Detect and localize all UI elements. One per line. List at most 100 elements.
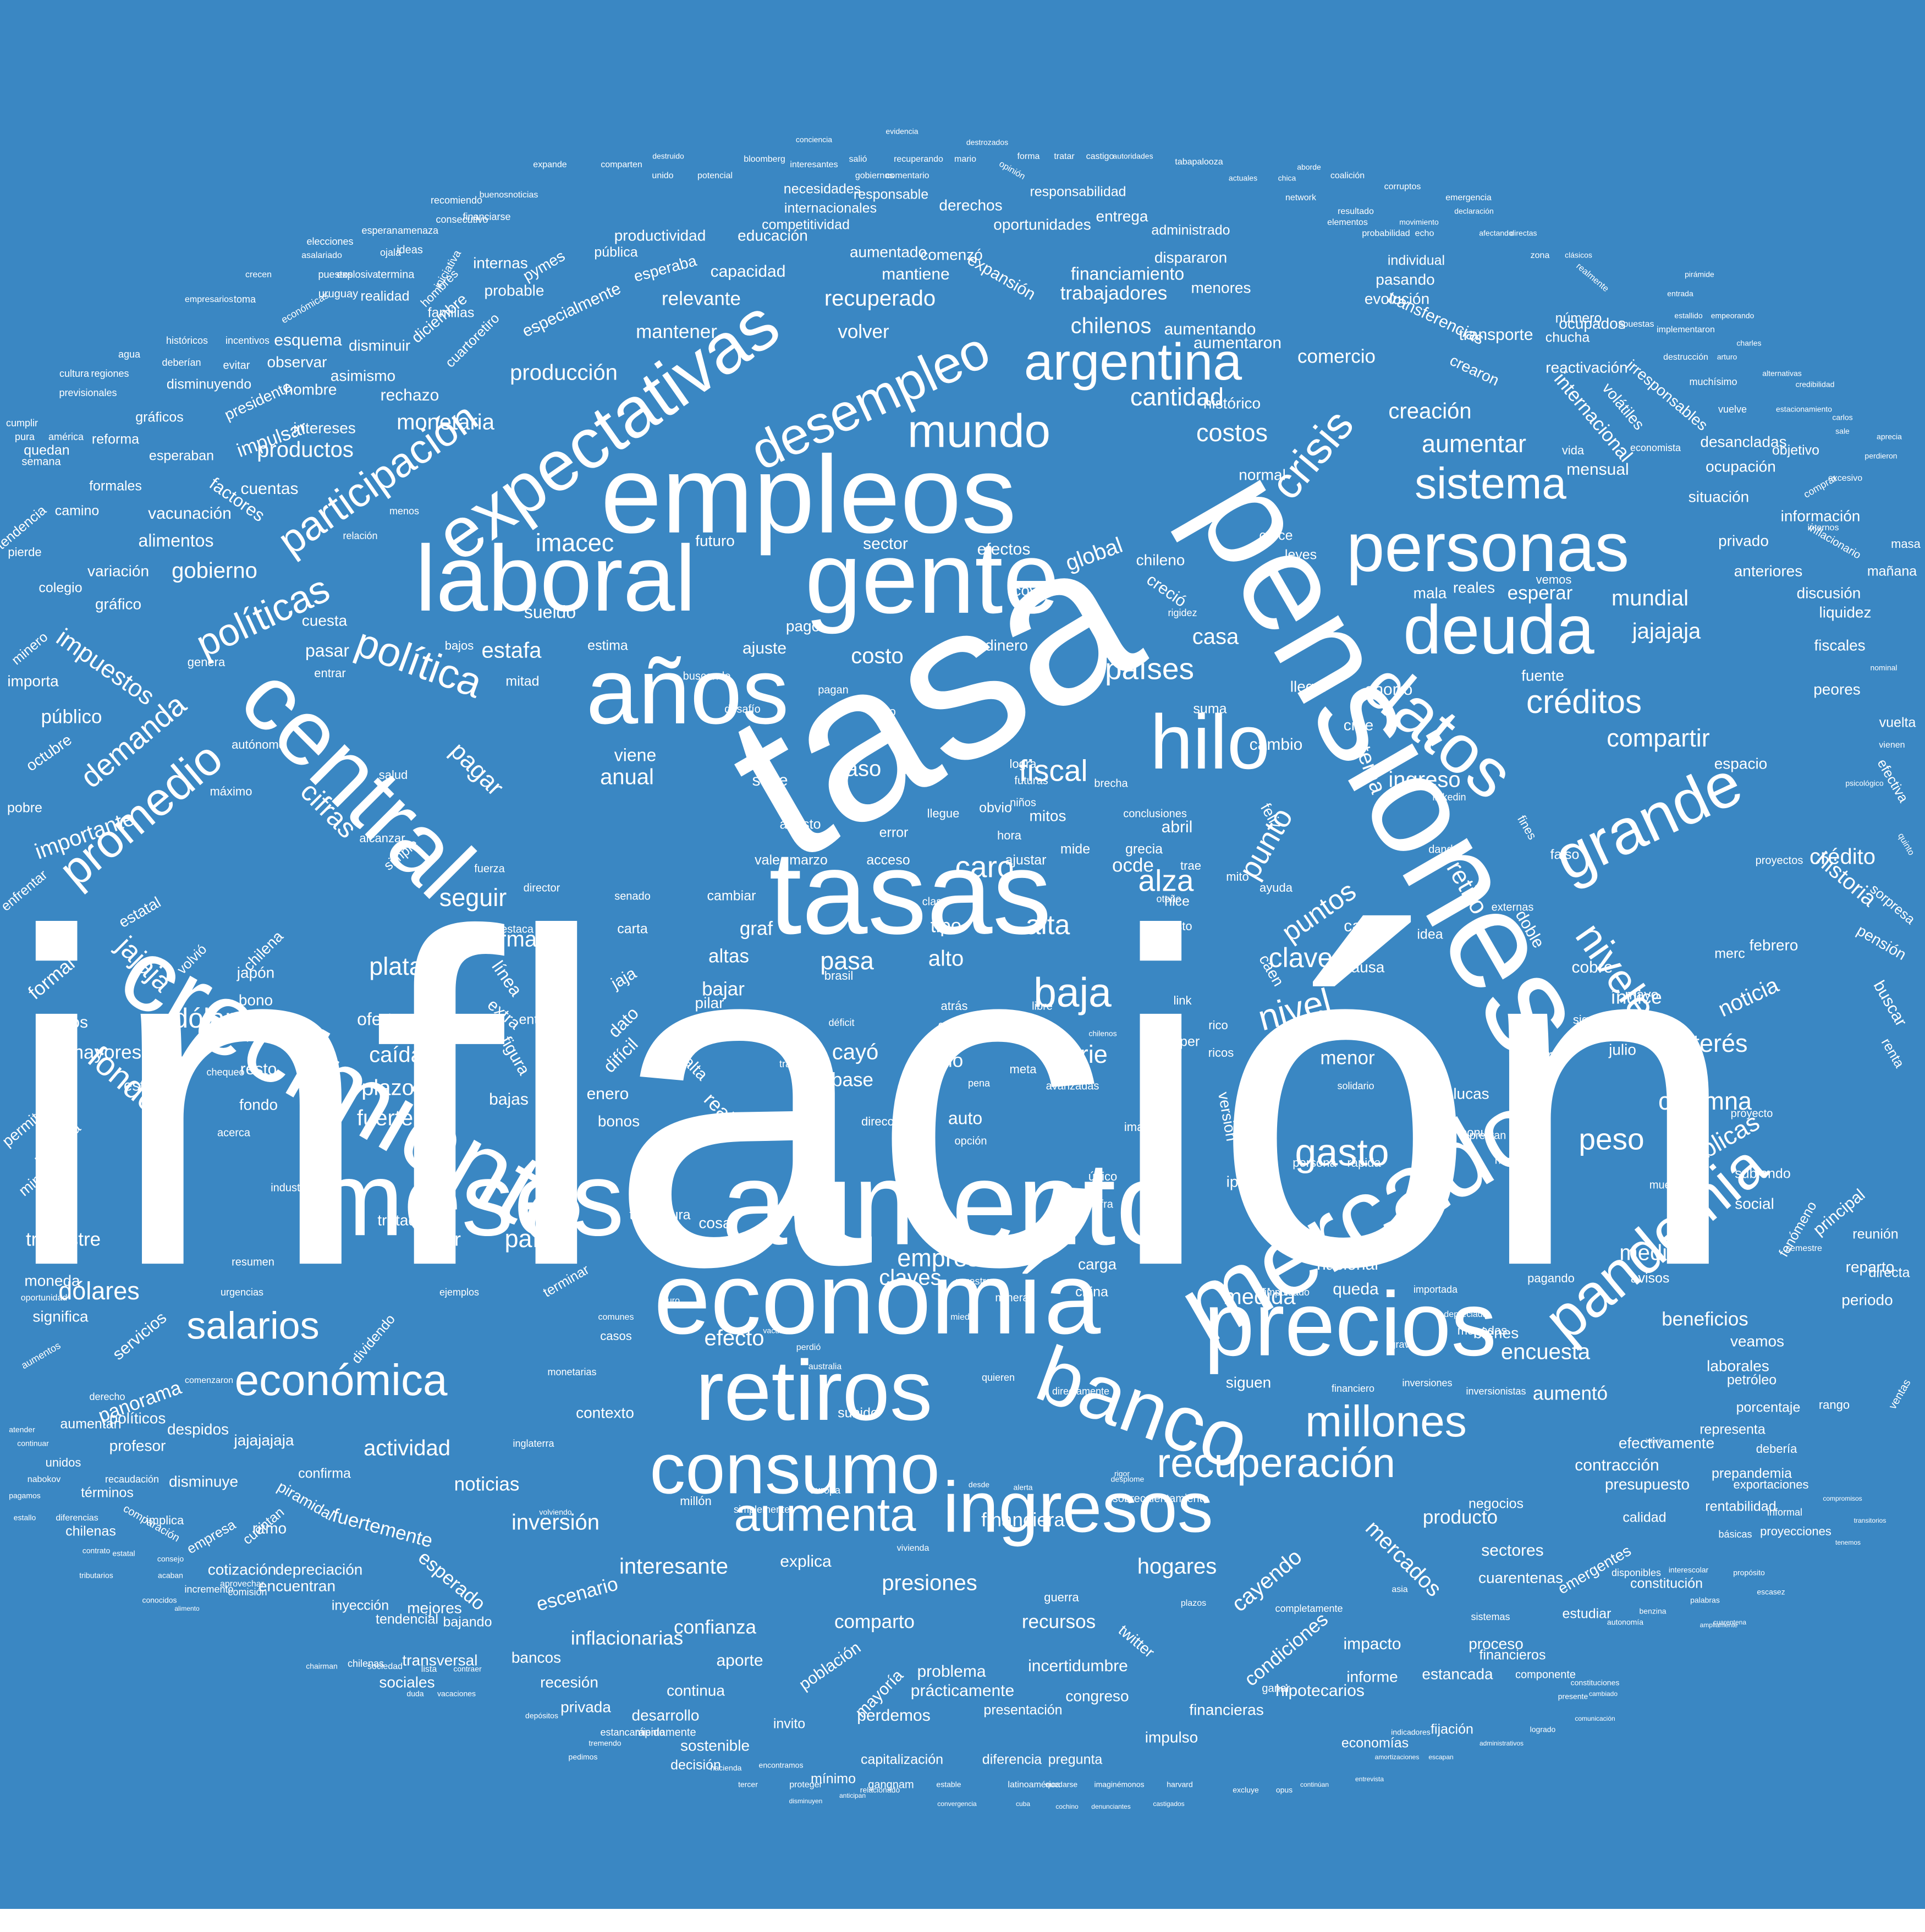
- word: toma: [234, 294, 256, 305]
- word: continua: [667, 1682, 725, 1699]
- word: actuales: [1229, 174, 1257, 183]
- word: empresas: [897, 1244, 1006, 1272]
- word: producción: [510, 361, 618, 385]
- word: bono: [239, 991, 273, 1008]
- word: contexto: [576, 1404, 634, 1421]
- word: plazo: [361, 1076, 414, 1100]
- word: componente: [1515, 1668, 1576, 1681]
- word: bajando: [443, 1615, 492, 1630]
- word: proteger: [789, 1780, 822, 1790]
- word: incentivos: [226, 335, 270, 346]
- word: aumentar: [1422, 430, 1526, 458]
- word: noticias: [454, 1473, 520, 1495]
- word: fiscales: [1814, 636, 1865, 654]
- word: gente: [805, 522, 1060, 635]
- word: informal: [1767, 1507, 1802, 1518]
- word: semestre: [1786, 1244, 1822, 1253]
- word: crédito: [1810, 845, 1876, 869]
- word: derecho: [89, 1391, 125, 1402]
- word: bienes: [1473, 1324, 1519, 1341]
- word: aumenta: [734, 1489, 917, 1541]
- word: quedan: [24, 443, 69, 458]
- word: idea: [1417, 927, 1443, 942]
- word: entrar: [314, 666, 345, 680]
- word: sostenible: [680, 1737, 750, 1754]
- word: administrado: [1151, 223, 1230, 238]
- word: acerca: [217, 1127, 251, 1139]
- word: logra: [1010, 757, 1037, 771]
- word: opus: [1276, 1786, 1292, 1794]
- word: aumentado: [850, 243, 927, 260]
- word: inglaterra: [513, 1438, 554, 1449]
- word: elementos: [1327, 218, 1368, 227]
- word: peores: [1813, 680, 1861, 698]
- word: veamos: [1730, 1332, 1784, 1349]
- word: inversiones: [1402, 1377, 1452, 1388]
- word: semana: [21, 455, 61, 468]
- word: emergencia: [1445, 193, 1492, 202]
- word: alta: [1026, 909, 1070, 940]
- word: ideas: [397, 244, 423, 256]
- word: pesos: [44, 1013, 88, 1031]
- word: recomiendo: [431, 195, 482, 206]
- word: cree: [1344, 716, 1373, 733]
- word: situación: [1689, 488, 1750, 505]
- word: alerta: [1013, 1483, 1032, 1492]
- word: vemos: [1536, 573, 1572, 586]
- word: evolución: [1365, 290, 1429, 307]
- word: industria: [271, 1182, 312, 1194]
- word: movimiento: [1399, 218, 1439, 227]
- word: presente: [1558, 1692, 1588, 1701]
- word: dinero: [985, 636, 1028, 654]
- word: capacidad: [711, 262, 786, 281]
- word: aumentan: [60, 1417, 121, 1432]
- word: casa: [1192, 625, 1239, 649]
- word: importada: [1414, 1284, 1458, 1295]
- word: baja: [1033, 969, 1112, 1016]
- word: vale: [755, 853, 780, 868]
- word: caído: [1344, 917, 1384, 935]
- word: chilenas: [348, 1658, 384, 1669]
- word: efecto: [705, 1326, 765, 1351]
- word: chucha: [1546, 330, 1590, 345]
- word: japón: [237, 964, 275, 981]
- word: futuras: [1014, 775, 1048, 787]
- word: tercer: [738, 1780, 758, 1789]
- word: inversionistas: [1466, 1386, 1526, 1397]
- word: error: [879, 825, 909, 841]
- word: proyectos: [1756, 854, 1803, 866]
- word: bonos: [598, 1112, 640, 1129]
- word: tremendo: [588, 1739, 621, 1748]
- word: conocidos: [142, 1596, 177, 1605]
- word: avisos: [1631, 1271, 1670, 1286]
- word: tipo: [931, 915, 961, 936]
- word: clave: [1269, 942, 1333, 973]
- word: calidad: [1623, 1510, 1666, 1525]
- word: ajustar: [1005, 853, 1046, 868]
- word: liquidez: [1819, 603, 1872, 621]
- word: encontramos: [759, 1761, 804, 1770]
- word: salud: [379, 768, 408, 782]
- word: expande: [533, 160, 566, 169]
- word: debería: [1756, 1442, 1797, 1456]
- word: cambio: [1250, 736, 1303, 754]
- word: responsable: [854, 187, 928, 202]
- word: super: [1165, 1034, 1200, 1050]
- word: básicas: [1718, 1529, 1752, 1540]
- word: desancladas: [1700, 433, 1786, 450]
- word: trimestre: [26, 1228, 101, 1250]
- word: público: [41, 706, 102, 727]
- word: coalición: [1330, 171, 1365, 180]
- word: mañana: [1867, 564, 1917, 579]
- word: máximo: [210, 784, 252, 798]
- word: link: [1173, 994, 1192, 1007]
- word: comenzó: [920, 246, 983, 263]
- word: oportunidad: [21, 1293, 68, 1303]
- word: psicológico: [1845, 779, 1883, 788]
- word: despidos: [167, 1420, 229, 1437]
- word: costo: [851, 644, 904, 668]
- word: porcentaje: [1736, 1400, 1801, 1415]
- word: tratado: [377, 1211, 425, 1228]
- word: mitos: [1030, 807, 1066, 824]
